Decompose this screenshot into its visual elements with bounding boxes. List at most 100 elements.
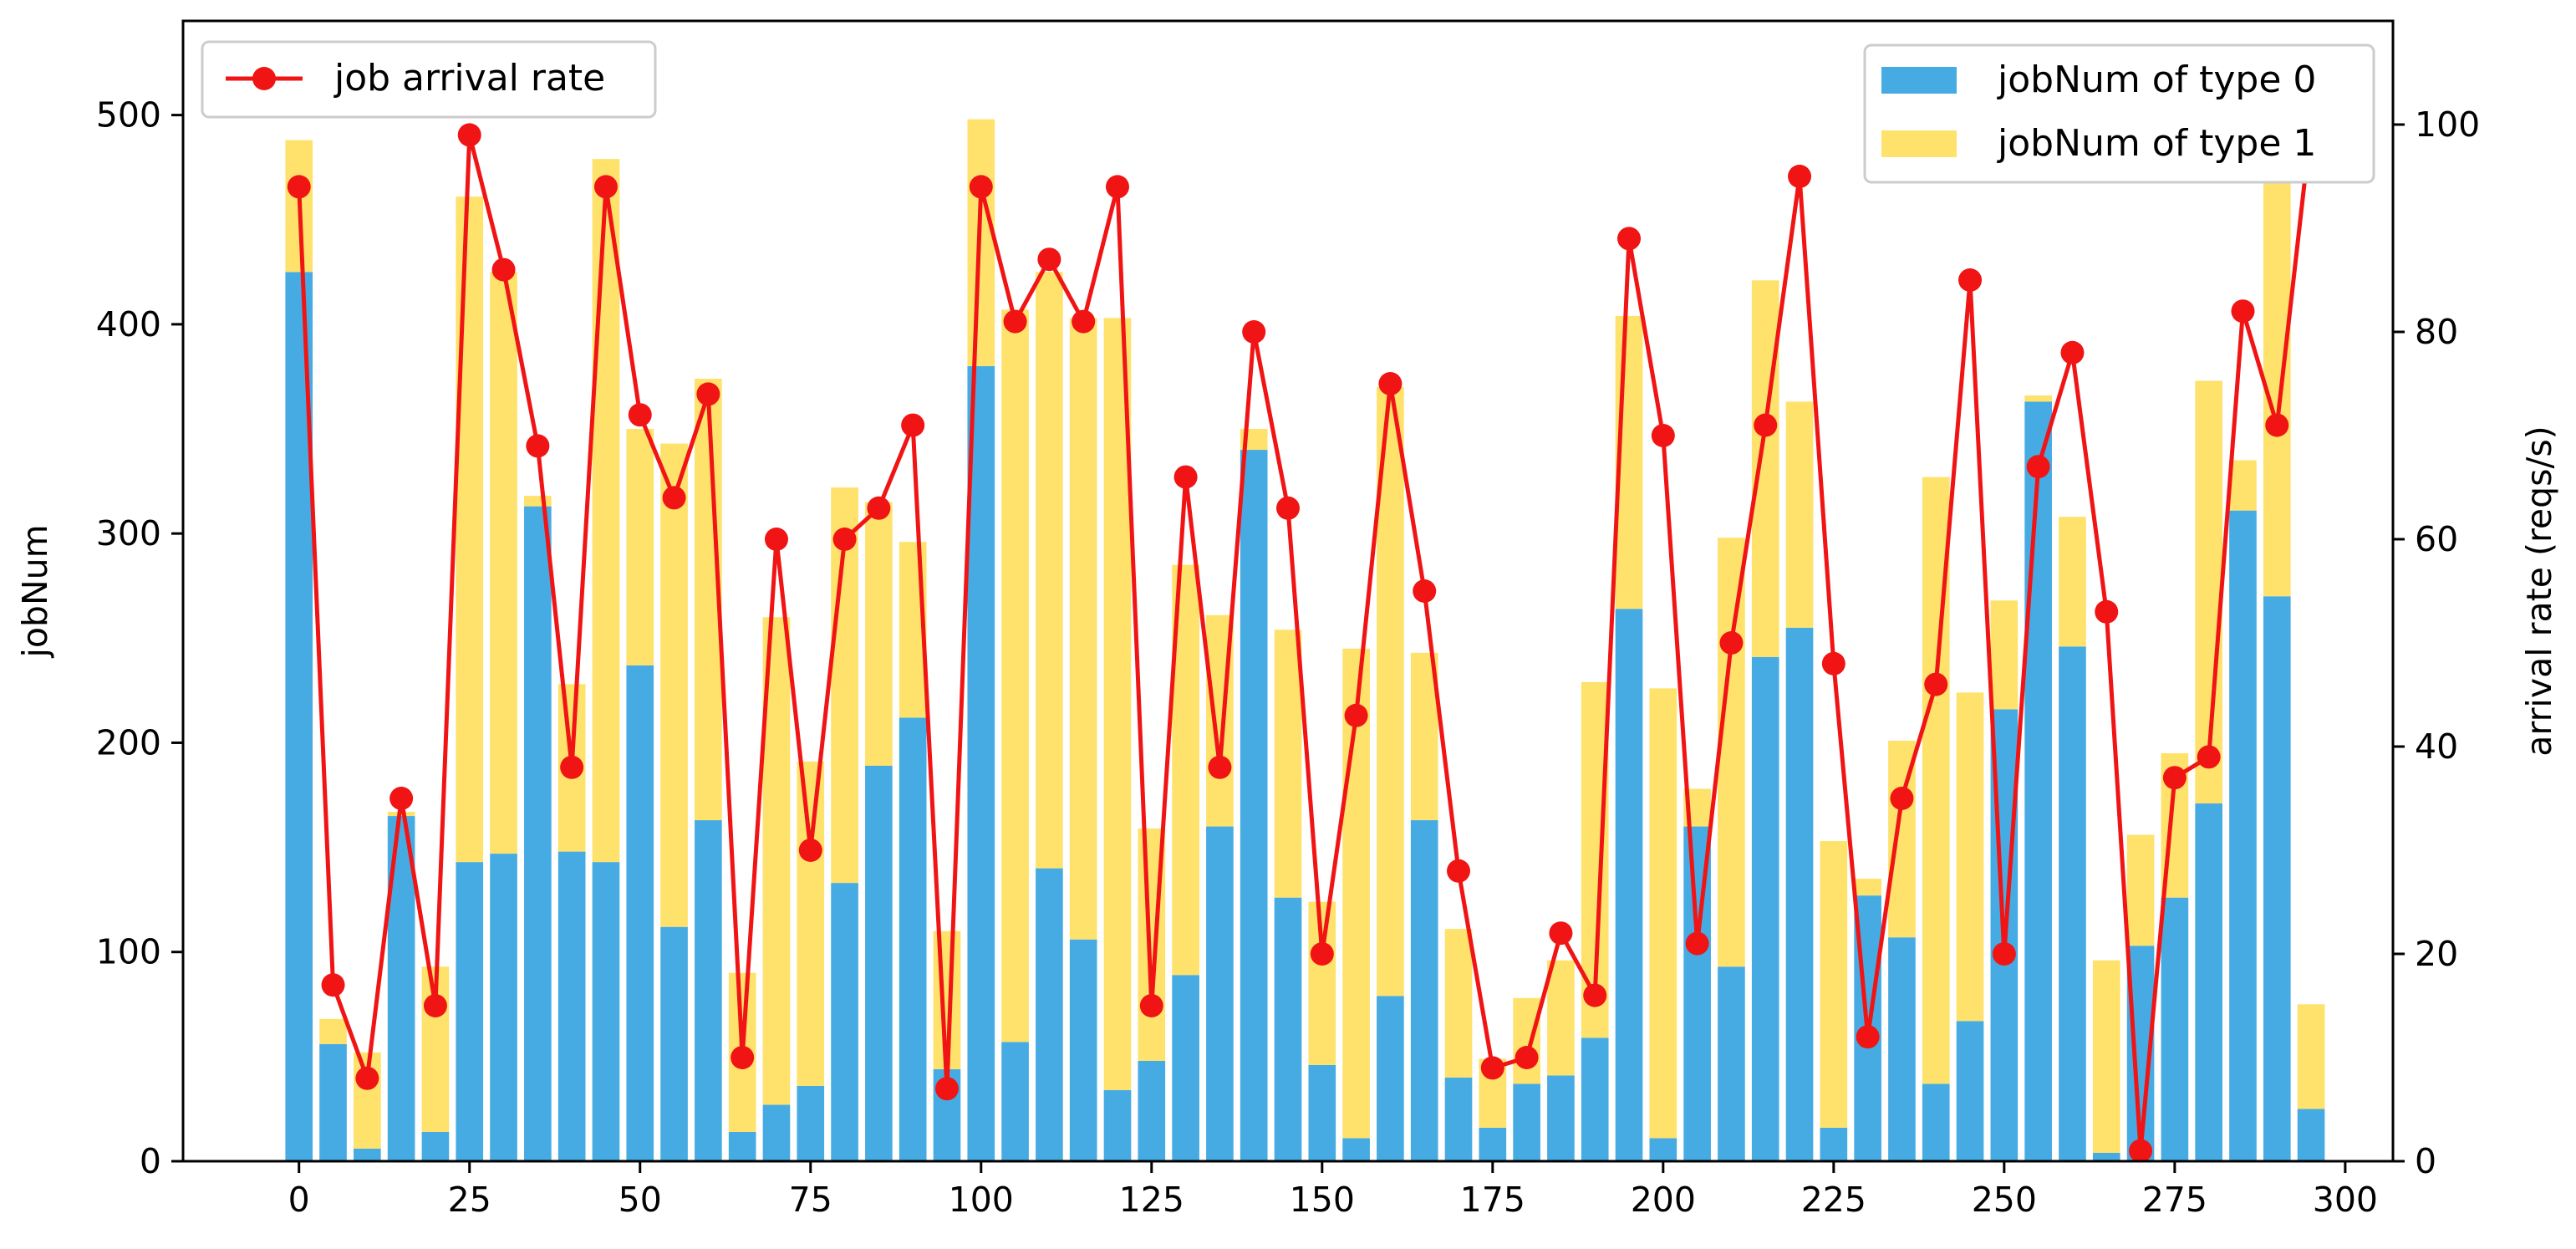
rate-point — [2231, 299, 2255, 324]
bar-type0 — [524, 506, 552, 1161]
y-tick-label: 300 — [96, 513, 161, 553]
bar-type0 — [1342, 1138, 1370, 1161]
rate-point — [1037, 247, 1061, 272]
rate-point — [2162, 766, 2187, 790]
bar-type0 — [2229, 510, 2257, 1161]
rate-point — [423, 994, 447, 1017]
rate-point — [457, 123, 481, 147]
rate-point — [1139, 994, 1163, 1017]
bar-type0 — [899, 717, 927, 1161]
legend-line-marker — [252, 67, 276, 90]
bar-type0 — [1036, 868, 1063, 1161]
bar-type0 — [1615, 609, 1643, 1161]
rate-point — [1856, 1025, 1880, 1049]
rate-point — [355, 1066, 379, 1090]
bar-type0 — [1308, 1064, 1336, 1161]
rate-point — [1583, 983, 1607, 1007]
y-right-tick-label: 20 — [2415, 934, 2458, 974]
bar-type1 — [1513, 997, 1540, 1084]
bar-type1 — [2059, 517, 2086, 647]
y-axis-label: jobNum — [15, 524, 55, 658]
bar-type1 — [1990, 600, 2019, 710]
bar-type1 — [1444, 929, 1473, 1078]
rate-point — [287, 175, 311, 199]
bar-type1 — [456, 196, 484, 863]
y-right-tick-label: 80 — [2415, 312, 2458, 352]
x-tick-label: 125 — [1119, 1180, 1184, 1220]
bar-layer — [285, 119, 2325, 1162]
x-tick-label: 200 — [1631, 1180, 1696, 1220]
legend-bars: jobNum of type 0 jobNum of type 1 — [1863, 43, 2375, 184]
rate-point — [1515, 1046, 1539, 1069]
x-tick-label: 0 — [288, 1180, 310, 1220]
rate-point — [1754, 413, 1778, 437]
x-tick-label: 75 — [789, 1180, 832, 1220]
bar-type0 — [1683, 826, 1711, 1161]
y-right-tick-label: 0 — [2415, 1141, 2436, 1181]
bar-type0 — [1718, 966, 1745, 1161]
bar-type1 — [1785, 401, 1814, 628]
x-tick-label: 225 — [1801, 1180, 1866, 1220]
bar-type1 — [2297, 1004, 2325, 1109]
bar-type0 — [1069, 939, 1097, 1161]
rate-point — [798, 839, 822, 862]
rate-point — [1344, 703, 1368, 727]
bar-type0 — [1240, 450, 1268, 1161]
y-tick-label: 100 — [96, 932, 161, 972]
rate-point — [1447, 859, 1471, 883]
rate-point — [1890, 787, 1914, 810]
bar-type1 — [2126, 834, 2155, 946]
bar-type0 — [1274, 897, 1302, 1161]
bar-type1 — [1956, 692, 1984, 1022]
y-right-axis-label: arrival rate (reqs/s) — [2519, 426, 2559, 756]
bar-type1 — [967, 119, 995, 366]
rate-point — [969, 175, 993, 199]
rate-point — [2095, 599, 2119, 624]
rate-point — [1651, 424, 1675, 447]
rate-point — [2026, 455, 2050, 479]
legend-line-label: job arrival rate — [333, 57, 605, 99]
rate-point — [321, 973, 345, 997]
legend-bars-box — [1863, 43, 2375, 184]
rate-point — [1958, 268, 1983, 292]
rate-point — [731, 1046, 755, 1069]
bar-type0 — [1888, 937, 1916, 1161]
y-right-axis-ticks: 0 20 40 60 80 100 — [2393, 105, 2480, 1181]
bar-type0 — [319, 1043, 347, 1161]
rate-point — [1242, 320, 1266, 344]
rate-point — [2265, 413, 2289, 437]
rate-point — [1821, 651, 1845, 675]
y-tick-label: 200 — [96, 722, 161, 762]
bar-type0 — [2059, 646, 2086, 1161]
rate-point — [2129, 1139, 2153, 1163]
plot-frame — [181, 19, 2395, 1163]
bar-type0 — [354, 1148, 381, 1161]
rate-point — [1003, 309, 1027, 334]
legend-type0-swatch — [1881, 67, 1957, 94]
bar-type1 — [1308, 901, 1336, 1065]
legend-line: job arrival rate — [201, 40, 657, 119]
y-tick-label: 0 — [140, 1141, 161, 1181]
bar-type0 — [762, 1104, 791, 1161]
bar-type0 — [490, 854, 517, 1161]
bar-type1 — [865, 502, 893, 766]
bar-type1 — [1649, 688, 1677, 1139]
rate-point — [1413, 579, 1437, 603]
bar-type0 — [1444, 1077, 1473, 1161]
bar-type1 — [1036, 272, 1063, 869]
bar-type0 — [1820, 1127, 1848, 1161]
bar-type1 — [797, 761, 825, 1086]
bar-type1 — [319, 1018, 347, 1044]
y-right-tick-label: 100 — [2415, 105, 2480, 145]
rate-point — [662, 486, 686, 510]
x-tick-label: 275 — [2142, 1180, 2207, 1220]
bar-type0 — [1785, 627, 1814, 1161]
bar-type1 — [1718, 538, 1745, 967]
rate-point — [1788, 165, 1812, 188]
rate-point — [832, 528, 857, 551]
rate-point — [1480, 1056, 1504, 1080]
bar-type0 — [2024, 401, 2052, 1161]
x-tick-label: 175 — [1460, 1180, 1525, 1220]
y-tick-label: 400 — [96, 304, 161, 344]
